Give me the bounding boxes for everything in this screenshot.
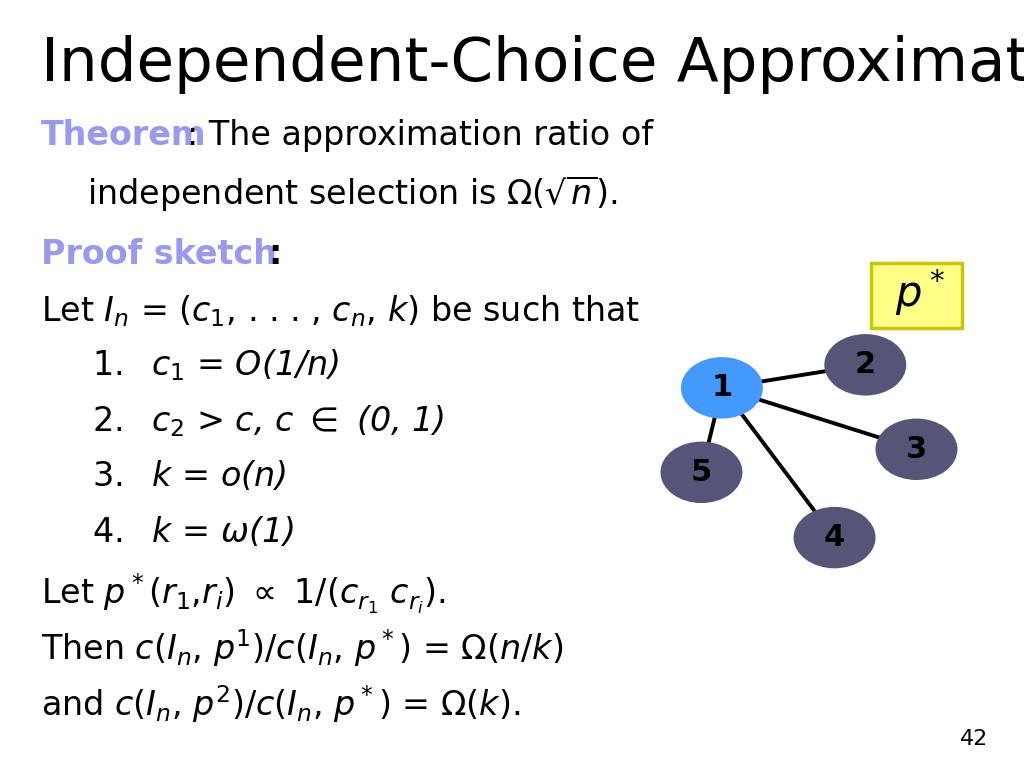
Text: Let $p^*$($r_1$,$r_i$) $\propto$ 1/($c_{r_1}$ $c_{r_i}$).: Let $p^*$($r_1$,$r_i$) $\propto$ 1/($c_{… [41,571,446,616]
Text: Theorem: Theorem [41,119,207,152]
Text: :: : [268,238,282,271]
Text: 4: 4 [824,523,845,552]
Text: Independent-Choice Approximation: Independent-Choice Approximation [41,35,1024,94]
Text: $\mathit{4.}$  $k$ = $\omega$(1): $\mathit{4.}$ $k$ = $\omega$(1) [92,515,294,549]
Text: and $c$($I_n$, $p^2$)/$c$($I_n$, $p^*$) = $\Omega$($k$).: and $c$($I_n$, $p^2$)/$c$($I_n$, $p^*$) … [41,684,520,725]
Circle shape [824,334,906,396]
Text: 5: 5 [691,458,712,487]
Text: $p^*$: $p^*$ [895,266,944,319]
Text: $\mathit{1.}$  $c_1$ = $O$(1/$n$): $\mathit{1.}$ $c_1$ = $O$(1/$n$) [92,347,340,382]
Text: Proof sketch: Proof sketch [41,238,276,271]
Text: : The approximation ratio of: : The approximation ratio of [187,119,653,152]
Text: independent selection is $\Omega$($\sqrt{n}$).: independent selection is $\Omega$($\sqrt… [87,173,617,213]
Text: 3: 3 [906,435,927,464]
Circle shape [794,507,876,568]
Text: 2: 2 [855,350,876,379]
Text: Let $I_n$ = ($c_1$, . . . , $c_n$, $k$) be such that: Let $I_n$ = ($c_1$, . . . , $c_n$, $k$) … [41,293,640,329]
Text: Then $c$($I_n$, $p^1$)/$c$($I_n$, $p^*$) = $\Omega$($n$/$k$): Then $c$($I_n$, $p^1$)/$c$($I_n$, $p^*$)… [41,627,563,669]
Text: 1: 1 [712,373,732,402]
FancyBboxPatch shape [870,263,963,328]
Circle shape [876,419,957,480]
Text: $\mathit{2.}$  $c_2$ > $c$, $c$ $\in$ (0, 1): $\mathit{2.}$ $c_2$ > $c$, $c$ $\in$ (0,… [92,403,444,439]
Text: $\mathit{3.}$  $k$ = $o$($n$): $\mathit{3.}$ $k$ = $o$($n$) [92,459,287,493]
Text: 42: 42 [959,729,988,749]
Circle shape [681,357,763,419]
Circle shape [660,442,742,503]
